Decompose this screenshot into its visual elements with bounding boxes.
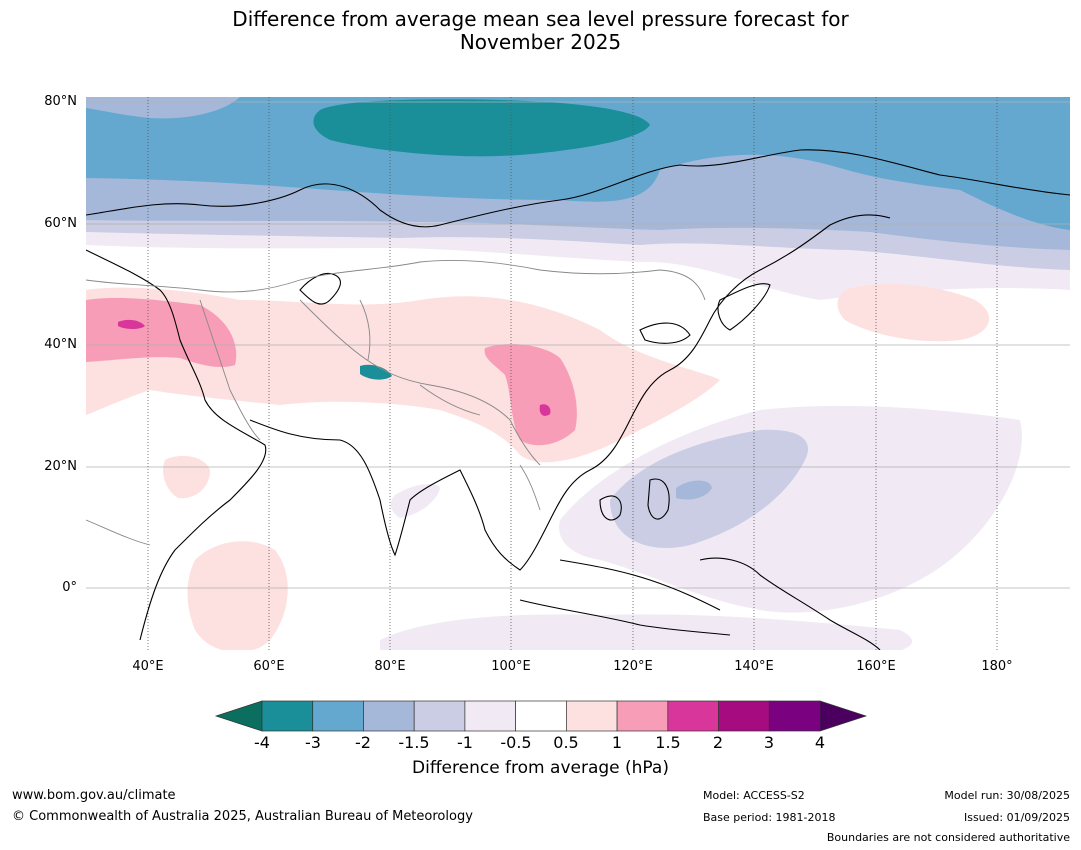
colorbar-bin-2: [363, 700, 415, 732]
colorbar-tick-11: 4: [814, 733, 826, 752]
latitude-gridlines: [86, 101, 1070, 589]
colorbar-min-extension: [214, 700, 263, 732]
lon-label-140e: 140°E: [734, 659, 774, 674]
footer-website[interactable]: www.bom.gov.au/climate: [12, 788, 176, 803]
anomaly-region-plus1-china: [484, 344, 577, 446]
anomaly-region-minus3: [313, 99, 650, 157]
anomaly-region-minus0-5-south: [380, 614, 913, 650]
anomaly-region-plus1-5-west: [118, 319, 145, 329]
colorbar-tick-5: -0.5: [500, 733, 532, 752]
footer-model: Model: ACCESS-S2: [703, 789, 805, 802]
lon-label-100e: 100°E: [491, 659, 531, 674]
colorbar-bin-9: [718, 700, 770, 732]
lon-label-160e: 160°E: [856, 659, 896, 674]
colorbar-tick-7: 1: [611, 733, 623, 752]
lat-label-0: 0°: [62, 580, 77, 595]
colorbar-max-extension: [819, 700, 868, 732]
anomaly-region-plus0-5-indian-ocean: [187, 541, 288, 650]
country-borders: [86, 259, 706, 546]
footer-disclaimer: Boundaries are not considered authoritat…: [826, 831, 1070, 844]
lat-label-40n: 40°N: [44, 337, 77, 352]
colorbar-bin-10: [768, 700, 821, 732]
colorbar-title: Difference from average (hPa): [412, 758, 669, 778]
footer-copyright: © Commonwealth of Australia 2025, Austra…: [12, 809, 473, 824]
footer-model-run: Model run: 30/08/2025: [944, 789, 1070, 802]
coastlines: [86, 149, 1070, 650]
anomaly-region-plus1-5-china: [539, 404, 551, 416]
colorbar-tick-10: 3: [763, 733, 775, 752]
colorbar-bin-8: [667, 700, 719, 732]
colorbar-bin-6: [566, 700, 618, 732]
colorbar-tick-8: 1.5: [655, 733, 681, 752]
lon-label-80e: 80°E: [374, 659, 406, 674]
lat-label-20n: 20°N: [44, 459, 77, 474]
pressure-anomaly-map: [86, 97, 1070, 650]
lon-label-180: 180°: [981, 659, 1013, 674]
lon-label-120e: 120°E: [613, 659, 653, 674]
colorbar-tick-1: -3: [305, 733, 321, 752]
colorbar-tick-0: -4: [254, 733, 270, 752]
anomaly-region-plus0-5-arabia: [163, 455, 210, 499]
map-title-line1: Difference from average mean sea level p…: [232, 7, 849, 31]
anomaly-region-minus0-5-india: [390, 484, 440, 518]
colorbar-tick-6: 0.5: [553, 733, 579, 752]
lon-label-60e: 60°E: [253, 659, 285, 674]
map-title-line2: November 2025: [459, 30, 622, 54]
colorbar-tick-3: -1.5: [398, 733, 430, 752]
anomaly-region-minus3-tibet: [360, 364, 392, 380]
colorbar-tick-2: -2: [355, 733, 371, 752]
colorbar-bin-7: [616, 700, 669, 732]
anomaly-region-plus0-5-pacific: [837, 283, 990, 342]
colorbar-bin-4: [464, 700, 516, 732]
colorbar-bin-1: [312, 700, 364, 732]
colorbar-bin-3: [413, 700, 466, 732]
lat-label-80n: 80°N: [44, 94, 77, 109]
anomaly-region-minus1-5-pacific: [676, 480, 712, 500]
colorbar-tick-4: -1: [457, 733, 473, 752]
lat-label-60n: 60°N: [44, 216, 77, 231]
lon-label-40e: 40°E: [132, 659, 164, 674]
footer-issued: Issued: 01/09/2025: [963, 811, 1070, 824]
colorbar-bin-0: [261, 700, 314, 732]
colorbar-bin-5: [515, 700, 567, 732]
anomaly-region-plus1-west: [86, 297, 237, 368]
map-title: Difference from average mean sea level p…: [0, 8, 1081, 54]
footer-base-period: Base period: 1981-2018: [703, 811, 836, 824]
colorbar-tick-9: 2: [712, 733, 724, 752]
